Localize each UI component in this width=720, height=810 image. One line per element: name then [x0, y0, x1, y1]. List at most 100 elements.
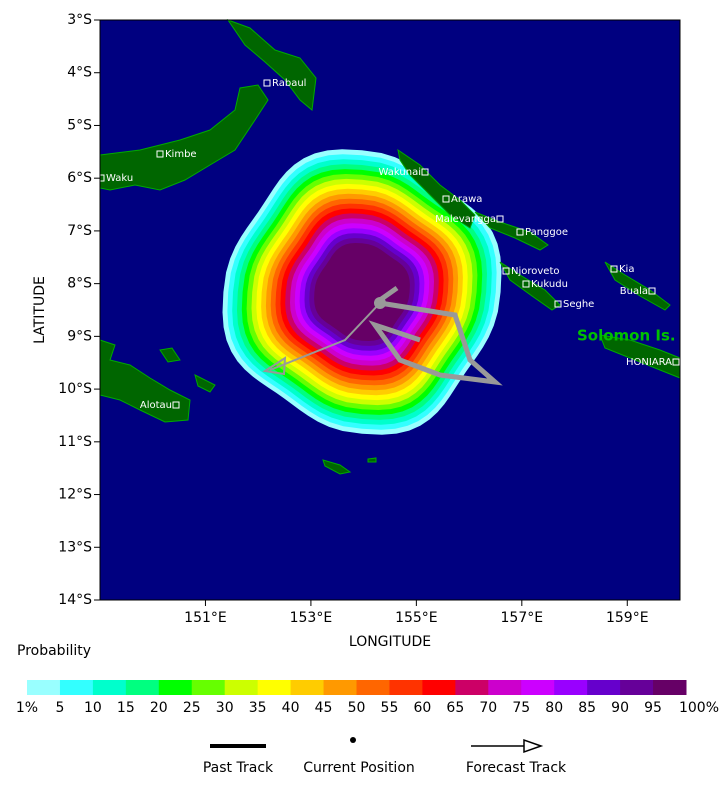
- colorbar-swatch: [92, 680, 127, 695]
- place-label: Kimbe: [165, 149, 197, 160]
- land: [99, 19, 681, 475]
- colorbar-label: 60: [413, 700, 431, 716]
- place-marker: [522, 280, 530, 288]
- colorbar-swatch: [158, 680, 193, 695]
- colorbar-label: 1%: [16, 700, 38, 716]
- y-tick-label: 3°S: [67, 12, 92, 28]
- colorbar-label: 35: [249, 700, 267, 716]
- colorbar-label: 80: [545, 700, 563, 716]
- place-label: HONIARA: [626, 357, 672, 368]
- y-tick-label: 6°S: [67, 170, 92, 186]
- frame: [99, 19, 681, 601]
- colorbar-swatch: [290, 680, 325, 695]
- legend-title: Probability: [17, 643, 91, 659]
- place-marker: [502, 267, 510, 275]
- place-marker: [156, 150, 164, 158]
- place-marker: [610, 265, 618, 273]
- places: Rabaul Kimbe Waku Wakunai Arawa Malevangga Pan…: [97, 78, 680, 411]
- y-tick-label: 9°S: [67, 328, 92, 344]
- place-marker: [496, 215, 504, 223]
- y-tick-label: 5°S: [67, 117, 92, 133]
- probability-band: [314, 243, 410, 341]
- place-marker: [648, 287, 656, 295]
- colorbar-label: 5: [55, 700, 64, 716]
- place-label: Wakunai: [379, 167, 421, 178]
- place-label: Rabaul: [272, 78, 306, 89]
- x-tick-label: 157°E: [501, 610, 544, 626]
- y-tick-label: 11°S: [58, 434, 92, 450]
- past-track: [368, 300, 503, 386]
- place-label: Kia: [619, 264, 634, 275]
- current-position-key: [350, 737, 356, 743]
- place-label: Waku: [106, 173, 133, 184]
- colorbar-label: 75: [512, 700, 530, 716]
- colorbar-label: 55: [381, 700, 399, 716]
- y-tick-label: 4°S: [67, 65, 92, 81]
- colorbar-label: 100%: [679, 700, 719, 716]
- colorbar-swatch: [224, 680, 259, 695]
- tracks: [262, 285, 503, 386]
- x-tick-label: 153°E: [290, 610, 333, 626]
- place-label: Alotau: [140, 400, 172, 411]
- place-marker: [672, 358, 680, 366]
- y-tick-label: 7°S: [67, 223, 92, 239]
- place-label: Buala: [620, 286, 648, 297]
- x-tick-label: 159°E: [606, 610, 649, 626]
- forecast-arrow: [262, 356, 287, 376]
- colorbar-label: 10: [84, 700, 102, 716]
- colorbar-label: 30: [216, 700, 234, 716]
- colorbar-label: 45: [315, 700, 333, 716]
- forecast-arrow-key: [523, 738, 544, 754]
- colorbar-swatch: [389, 680, 423, 695]
- past-track-label: Past Track: [203, 760, 274, 776]
- x-axis-label: LONGITUDE: [349, 634, 431, 650]
- place-label: Njoroveto: [511, 266, 560, 277]
- place-marker: [172, 401, 180, 409]
- current-position-label: Current Position: [303, 760, 415, 776]
- place-label: Panggoe: [525, 227, 568, 238]
- colorbar-swatch: [191, 680, 226, 695]
- region-label: Solomon Is.: [577, 327, 676, 345]
- y-tick-label: 12°S: [58, 487, 92, 503]
- y-axis-label: LATITUDE: [32, 276, 48, 344]
- place-label: Seghe: [563, 299, 594, 310]
- x-tick-label: 151°E: [184, 610, 227, 626]
- x-tick-label: 155°E: [395, 610, 438, 626]
- colorbar-label: 65: [446, 700, 464, 716]
- colorbar-swatch: [587, 680, 621, 695]
- colorbar-label: 40: [282, 700, 300, 716]
- colorbar-swatch: [653, 680, 687, 695]
- forecast-track-label: Forecast Track: [466, 760, 567, 776]
- y-tick-label: 13°S: [58, 539, 92, 555]
- colorbar-label: 25: [183, 700, 201, 716]
- y-tick-label: 10°S: [58, 381, 92, 397]
- place-label: Malevangga: [435, 214, 496, 225]
- colorbar-swatch: [356, 680, 390, 695]
- colorbar-swatch: [323, 680, 357, 695]
- colorbar-swatch: [521, 680, 555, 695]
- y-tick-label: 8°S: [67, 276, 92, 292]
- colorbar-swatch: [620, 680, 654, 695]
- colorbar-swatch: [554, 680, 588, 695]
- colorbar-label: 15: [117, 700, 135, 716]
- place-marker: [554, 300, 562, 308]
- y-tick-label: 14°S: [58, 592, 92, 608]
- current-position: [374, 297, 386, 309]
- colorbar-swatch: [125, 680, 160, 695]
- place-marker: [421, 168, 429, 176]
- colorbar-swatch: [59, 680, 94, 695]
- colorbar: 1% 5 10 15 20 25 30 35 40 45 50 55 60 65 70 75 80 85 90 95 1…: [16, 680, 719, 716]
- colorbar-swatch: [27, 680, 61, 695]
- colorbar-label: 20: [150, 700, 168, 716]
- colorbar-swatch: [422, 680, 456, 695]
- axes: 3°S 4°S 5°S 6°S 7°S 8°S 9°S 10°S 11°S 12°S 13°S 14°…: [58, 12, 648, 626]
- colorbar-swatch: [257, 680, 292, 695]
- place-label: Kukudu: [531, 279, 568, 290]
- place-marker: [442, 195, 450, 203]
- place-label: Arawa: [451, 194, 482, 205]
- place-marker: [263, 79, 271, 87]
- colorbar-label: 70: [479, 700, 497, 716]
- colorbar-label: 85: [578, 700, 596, 716]
- colorbar-label: 50: [348, 700, 366, 716]
